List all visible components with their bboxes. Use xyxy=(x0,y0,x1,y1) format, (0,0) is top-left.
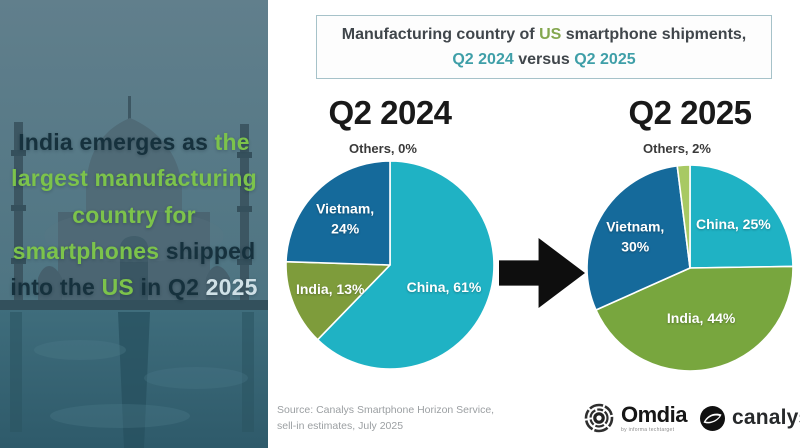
others-label-2025: Others, 2% xyxy=(643,141,711,156)
text-span: versus xyxy=(513,51,575,68)
pie-slice-india xyxy=(285,260,391,341)
text-span: Manufacturing country of xyxy=(341,26,540,43)
text-span: 2025 xyxy=(205,274,258,301)
text-span: the largest manufacturing country for sm… xyxy=(11,129,257,264)
pie-slice-india xyxy=(595,265,794,372)
text-span: Q2 2024 xyxy=(452,51,514,68)
pie-slice-china xyxy=(689,164,794,269)
text-span: in Q2 xyxy=(133,274,206,301)
slice-label-vietnam: Vietnam, 30% xyxy=(606,218,665,256)
text-span: smartphone shipments, xyxy=(561,26,747,43)
text-span: Q2 2025 xyxy=(574,51,636,68)
source-line2: sell-in estimates, July 2025 xyxy=(277,419,404,432)
text-span: shipped into the xyxy=(10,237,256,301)
text-span: US xyxy=(101,274,134,301)
slice-label-vietnam: Vietnam, 24% xyxy=(316,200,375,237)
text-span: US xyxy=(539,26,562,43)
chart-title-q2-2024: Q2 2024 xyxy=(328,94,452,131)
canalys-wordmark: canalys xyxy=(731,406,800,429)
slice-label-india: India, 13% xyxy=(295,281,365,298)
canalys-swoosh-icon xyxy=(699,405,725,431)
chart-title-q2-2025: Q2 2025 xyxy=(628,94,752,131)
pie-2024-svg xyxy=(285,160,495,370)
headline-text: India emerges as the largest manufacturi… xyxy=(10,124,258,306)
footer-logos: Omdia by informa techtarget canalys xyxy=(582,401,800,435)
taj-mahal-photo xyxy=(0,0,268,448)
pie-slice-vietnam xyxy=(285,160,391,266)
text-span: India emerges as xyxy=(18,129,215,155)
source-line1: Source: Canalys Smartphone Horizon Servi… xyxy=(277,404,495,416)
pie-2025-svg xyxy=(586,164,794,372)
chart-header-line1: Manufacturing country of US smartphone s… xyxy=(342,22,746,47)
left-photo-panel: India emerges as the largest manufacturi… xyxy=(0,0,268,448)
pie-slice-vietnam xyxy=(586,165,691,311)
slice-label-china: China, 25% xyxy=(695,215,771,232)
pie-slice-others xyxy=(676,164,691,269)
omdia-wordmark: Omdia xyxy=(621,401,687,427)
slice-label-india: India, 44% xyxy=(666,310,736,327)
source-note: Source: Canalys Smartphone Horizon Servi… xyxy=(277,403,494,435)
others-label-2024: Others, 0% xyxy=(349,141,417,156)
canalys-logo: canalys xyxy=(699,405,800,432)
pie-chart-q2-2024: Q2 2024 Others, 0% China, 61% India, 13% V… xyxy=(283,94,497,371)
pie-2025: China, 25% India, 44% Vietnam, 30% xyxy=(585,163,795,373)
pie-2024: China, 61% India, 13% Vietnam, 24% xyxy=(284,159,496,371)
arrow-right-icon xyxy=(499,238,585,308)
omdia-tagline: by informa techtarget xyxy=(621,426,675,433)
omdia-logo: Omdia by informa techtarget xyxy=(582,401,687,435)
pie-slice-china xyxy=(316,160,495,370)
chart-header-box: Manufacturing country of US smartphone s… xyxy=(316,15,772,79)
chart-header-line2: Q2 2024 versus Q2 2025 xyxy=(452,47,635,72)
pie-chart-q2-2025: Q2 2025 Others, 2% China, 25% India, 44% V… xyxy=(584,94,796,373)
slice-label-china: China, 61% xyxy=(406,278,482,295)
omdia-rings-icon xyxy=(584,403,614,433)
